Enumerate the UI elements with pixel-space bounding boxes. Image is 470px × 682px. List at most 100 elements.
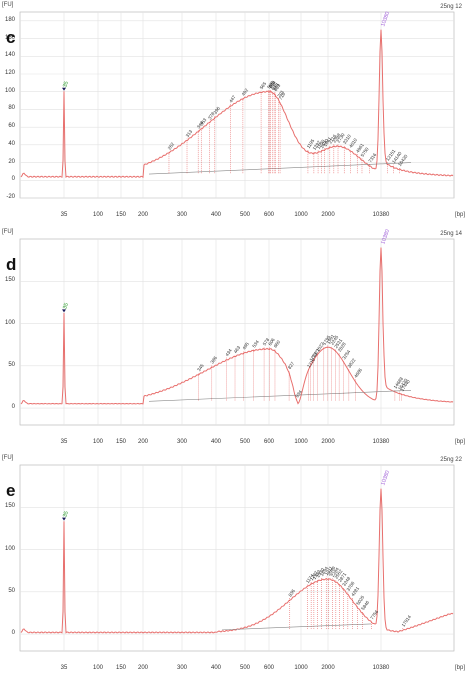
lower-marker-arrow-icon [62,517,66,521]
electropherogram-trace [20,247,454,405]
peak-size-label: 7756 [369,609,379,621]
lower-marker-arrow-icon [62,87,66,91]
peak-size-label: 1174 [305,573,315,584]
x-tick-label: 600 [263,212,274,218]
lower-marker-label: 35 [62,81,70,89]
y-tick-label: 50 [8,361,15,368]
x-tick-label: 500 [239,439,250,445]
lower-marker-label: 35 [62,302,70,310]
peak-size-label: 651 [272,82,281,92]
peak-size-label: 2116 [328,133,338,144]
peak-size-label: 4686 [353,367,363,379]
panel-letter: d [6,255,17,274]
peak-size-label: 386 [210,355,219,365]
peak-size-label: 3310 [342,133,352,145]
peak-size-label: 344 [196,120,205,130]
peak-size-label: 2049 [327,565,337,577]
y-tick-label: -20 [6,194,15,200]
y-tick-label: 160 [4,34,15,41]
peak-size-label: 492 [241,87,250,97]
sample-name: 25ng 12 [440,4,462,10]
y-tick-label: 0 [11,404,15,411]
peak-size-label: 495 [241,341,250,351]
peak-size-label: 434 [224,348,233,358]
peak-size-label: 378 [207,111,216,121]
x-tick-label: 1000 [294,439,308,445]
peak-size-label: 2552 [334,568,344,580]
x-tick-label: 300 [176,439,187,445]
y-tick-label: 80 [8,105,15,112]
x-tick-label: 200 [137,212,148,218]
peak-size-label: 7316 [367,152,377,164]
lower-marker-arrow-icon [62,309,66,313]
panel-letter: c [6,28,16,47]
peak-size-label: 447 [228,94,237,104]
peak-size-label: 1991 [326,333,336,345]
y-tick-label: 150 [4,503,15,510]
peak-size-label: 934 [294,389,303,399]
x-tick-label: 500 [239,665,250,671]
x-tick-label: 10380 [372,439,390,445]
y-tick-label: 0 [11,176,15,183]
x-tick-label: 10380 [372,212,390,218]
peak-size-label: 12151 [385,148,397,162]
peak-size-label: 396 [213,105,222,115]
y-tick-label: 50 [8,587,15,594]
peak-size-label: 353 [199,117,208,127]
y-tick-label: 150 [4,277,15,284]
x-tick-label: 100 [92,212,103,218]
integration-baseline [148,390,412,402]
electropherogram-trace [20,29,454,179]
peak-size-label: 614 [268,79,277,89]
plot-frame [19,238,455,426]
y-tick-label: 100 [4,319,15,326]
upper-marker-label: 10380 [380,229,391,245]
x-tick-label: 35 [60,439,68,445]
x-tick-label: 400 [210,665,221,671]
x-tick-label: 150 [115,212,126,218]
peak-size-label: 3254 [341,349,351,361]
peak-size-label: 1283 [308,351,318,363]
x-tick-label: 200 [137,439,148,445]
peak-size-label: 2730 [336,132,346,144]
plot-frame [19,464,455,652]
y-tick-label: 40 [8,140,15,147]
peak-size-label: 1550 [316,138,326,150]
peak-size-label: 14140 [391,151,403,165]
peak-size-label: 2284 [330,566,340,578]
y-tick-label: 180 [4,16,15,23]
peak-size-label: 2871 [337,571,347,583]
peak-size-label: 836 [288,588,297,598]
x-tick-label: 400 [210,212,221,218]
electropherogram-panel-d: 345 386 434 463 495 534 578 606 660 827 934 1210 128… [0,229,470,455]
y-unit-label: [FU] [2,2,14,8]
peak-size-label: 262 [167,141,176,151]
peak-size-label: 598 [266,80,275,90]
upper-marker-label: 10380 [380,11,391,27]
peak-size-label: 534 [251,339,260,349]
x-unit-label: [bp] [455,665,466,671]
y-tick-label: 60 [8,123,15,130]
x-tick-label: 600 [263,439,274,445]
peak-size-label: 1371 [311,347,321,359]
y-tick-label: 100 [4,545,15,552]
sample-name: 25ng 14 [440,231,462,237]
peak-size-label: 463 [233,345,242,355]
chart-svg: 836 1174129713921530169419112049228425522… [19,464,455,652]
peak-size-label: 2828 [337,341,347,353]
x-tick-label: 100 [92,439,103,445]
x-tick-label: 35 [60,212,68,218]
peak-size-label: 345 [196,363,205,373]
peak-size-label: 313 [185,129,194,139]
x-tick-label: 300 [176,212,187,218]
peak-size-label: 3706 [346,580,356,592]
peak-size-label: 17914 [401,614,413,628]
x-tick-label: 150 [115,665,126,671]
peak-size-label: 2531 [333,338,343,350]
x-unit-label: [bp] [455,212,466,218]
peak-size-label: 1911 [324,565,334,576]
peak-size-label: 1392 [312,139,322,151]
x-tick-label: 2000 [321,665,335,671]
